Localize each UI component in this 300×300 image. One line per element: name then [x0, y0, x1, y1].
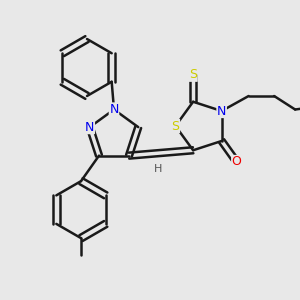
Text: H: H — [154, 164, 162, 174]
Text: S: S — [172, 119, 179, 133]
Text: S: S — [189, 68, 197, 81]
Text: N: N — [217, 104, 226, 118]
Text: N: N — [85, 121, 94, 134]
Text: N: N — [109, 103, 119, 116]
Text: O: O — [232, 155, 242, 169]
